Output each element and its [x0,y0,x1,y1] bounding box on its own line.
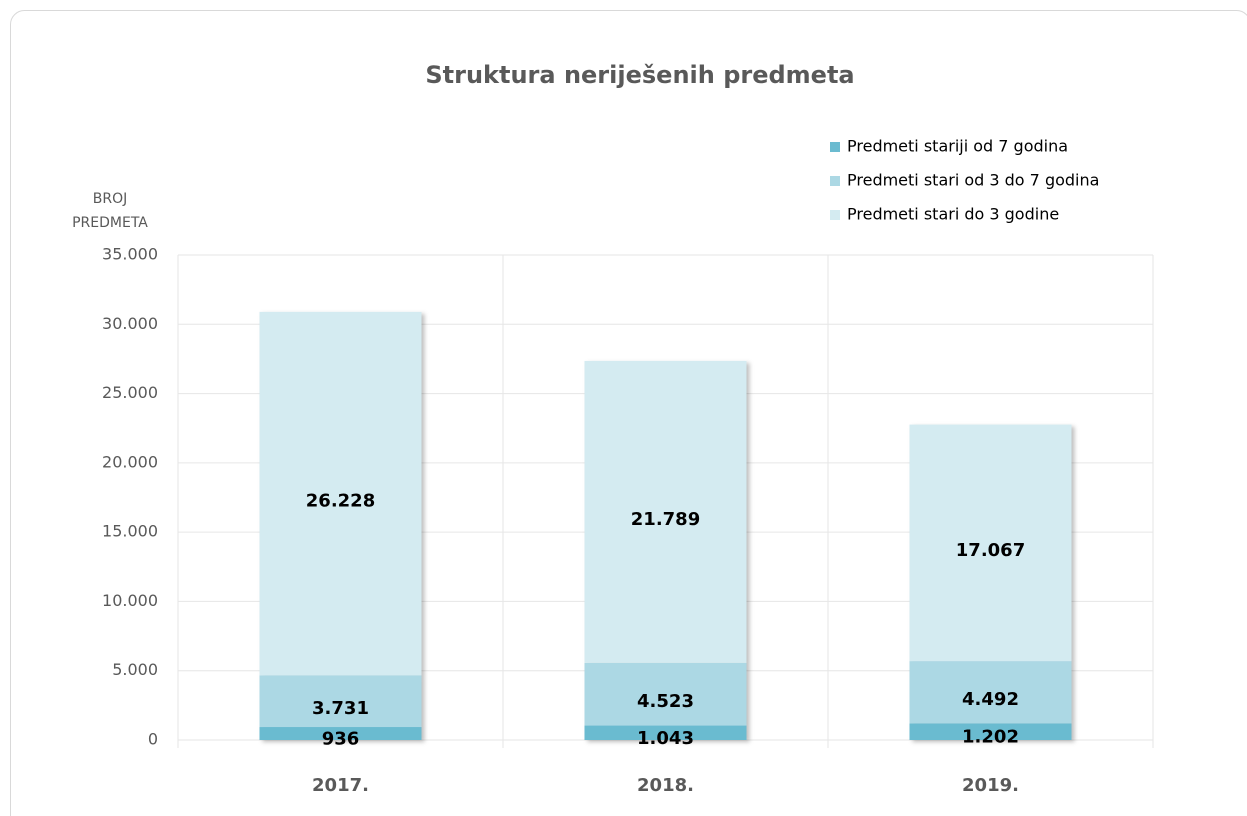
bar-segment [584,360,747,663]
data-label: 3.731 [312,698,369,719]
bar-stack [259,311,422,740]
data-label: 4.523 [637,691,694,712]
bar-segment [259,311,422,676]
y-tick-label: 30.000 [102,314,158,333]
bar-segment [909,723,1072,740]
bar-segment [259,727,422,740]
y-tick-label: 0 [148,730,158,749]
y-tick-label: 25.000 [102,383,158,402]
y-axis-label: PREDMETA [72,215,148,231]
y-tick-label: 10.000 [102,591,158,610]
legend-swatch [830,176,840,186]
bar-segment [259,675,422,728]
bar-segment [909,661,1072,724]
data-label: 26.228 [306,491,375,512]
bar-segment [584,725,747,740]
y-axis-label: BROJ [93,191,127,207]
y-tick-label: 5.000 [112,660,158,679]
legend-swatch [830,142,840,152]
legend-label: Predmeti stariji od 7 godina [847,137,1068,156]
y-tick-label: 35.000 [102,245,158,264]
data-label: 4.492 [962,689,1019,710]
x-tick-label: 2017. [312,775,369,796]
y-tick-label: 15.000 [102,522,158,541]
data-label: 936 [322,729,360,750]
y-tick-label: 20.000 [102,452,158,471]
bar-stack [584,360,747,740]
x-tick-label: 2019. [962,775,1019,796]
data-label: 1.202 [962,727,1019,748]
data-label: 21.789 [631,509,700,530]
bar-stack [909,424,1072,740]
data-label: 1.043 [637,728,694,749]
x-tick-label: 2018. [637,775,694,796]
legend-label: Predmeti stari do 3 godine [847,205,1059,224]
chart-title: Struktura neriješenih predmeta [425,61,854,89]
legend-swatch [830,210,840,220]
data-label: 17.067 [956,540,1025,561]
bar-segment [909,424,1072,662]
bar-segment [584,662,747,726]
legend-label: Predmeti stari od 3 do 7 godina [847,171,1099,190]
